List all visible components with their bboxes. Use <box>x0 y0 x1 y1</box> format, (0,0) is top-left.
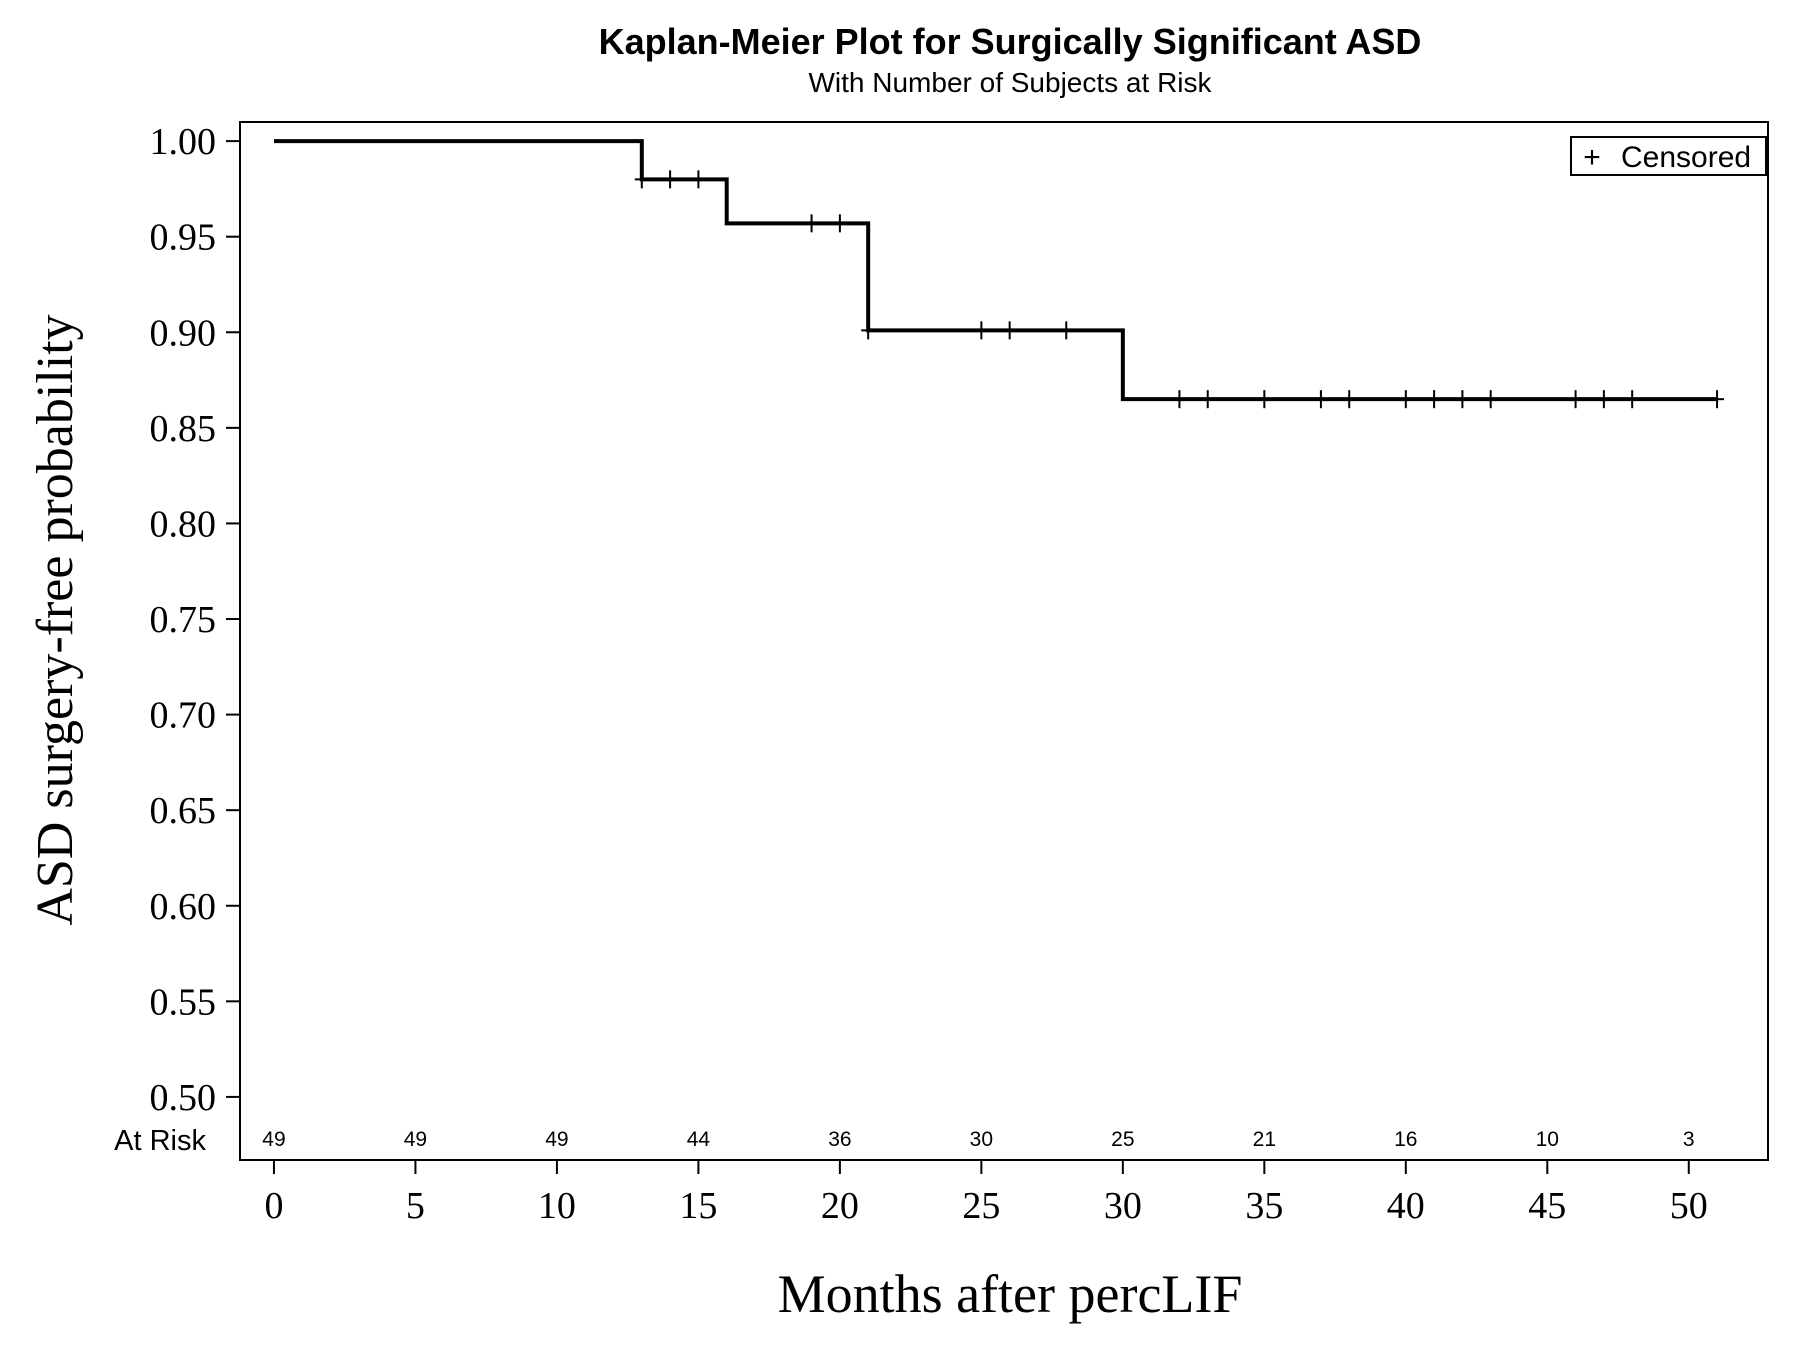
survival-curve <box>273 139 1718 402</box>
censor-mark <box>832 214 847 233</box>
at-risk-count: 21 <box>1253 1128 1276 1151</box>
y-tick-label: 0.90 <box>150 312 217 354</box>
censor-mark <box>1483 390 1498 409</box>
censor-mark <box>974 321 989 340</box>
y-tick-label: 0.60 <box>150 886 217 928</box>
x-tick-label: 30 <box>1104 1185 1142 1227</box>
censor-mark <box>1342 390 1357 409</box>
x-tick-label: 40 <box>1387 1185 1425 1227</box>
chart-subtitle: With Number of Subjects at Risk <box>808 67 1212 98</box>
censor-mark <box>1313 390 1328 409</box>
censor-mark <box>1455 390 1470 409</box>
x-tick-label: 10 <box>538 1185 576 1227</box>
x-tick-label: 5 <box>406 1185 425 1227</box>
at-risk-table: At Risk 49 49 49 44 36 30 25 21 16 10 3 <box>114 1125 1694 1157</box>
y-tick-label: 0.80 <box>150 503 217 545</box>
censor-mark <box>1710 390 1725 409</box>
censor-mark <box>634 170 649 189</box>
y-tick-label: 0.50 <box>150 1077 217 1119</box>
x-tick-label: 0 <box>264 1185 283 1227</box>
censor-mark <box>1625 390 1640 409</box>
at-risk-label: At Risk <box>114 1125 206 1157</box>
censor-mark <box>1398 390 1413 409</box>
at-risk-count: 49 <box>262 1128 285 1151</box>
legend-symbol: + <box>1583 141 1601 174</box>
x-tick-label: 25 <box>962 1185 1000 1227</box>
y-tick-label: 0.85 <box>150 408 217 450</box>
at-risk-count: 3 <box>1683 1128 1695 1151</box>
x-tick-label: 15 <box>679 1185 717 1227</box>
at-risk-count: 44 <box>687 1128 711 1151</box>
censor-mark <box>1427 390 1442 409</box>
censor-mark <box>861 321 876 340</box>
x-tick-label: 35 <box>1245 1185 1283 1227</box>
censor-marks <box>634 170 1725 409</box>
censor-mark <box>691 170 706 189</box>
y-tick-label: 1.00 <box>150 121 217 163</box>
y-tick-label: 0.75 <box>150 599 217 641</box>
censor-mark <box>1200 390 1215 409</box>
at-risk-count: 25 <box>1111 1128 1134 1151</box>
x-axis: 0 5 10 15 20 25 30 35 40 45 50 <box>264 1160 1708 1227</box>
y-axis: 1.00 0.95 0.90 0.85 0.80 0.75 0.70 0.65 0.60 0.55… <box>150 121 240 1119</box>
x-axis-label: Months after percLIF <box>778 1264 1243 1324</box>
censor-mark <box>1257 390 1272 409</box>
censor-mark <box>1059 321 1074 340</box>
y-tick-label: 0.70 <box>150 695 217 737</box>
x-tick-label: 50 <box>1670 1185 1708 1227</box>
censor-mark <box>663 170 678 189</box>
survival-series <box>273 139 1718 402</box>
y-tick-label: 0.95 <box>150 217 217 259</box>
at-risk-count: 36 <box>828 1128 851 1151</box>
chart-title: Kaplan-Meier Plot for Surgically Signifi… <box>599 21 1422 62</box>
censor-mark <box>1172 390 1187 409</box>
at-risk-count: 16 <box>1394 1128 1417 1151</box>
at-risk-count: 49 <box>404 1128 427 1151</box>
x-tick-label: 20 <box>821 1185 859 1227</box>
censor-mark <box>804 214 819 233</box>
censor-mark <box>1568 390 1583 409</box>
y-tick-label: 0.65 <box>150 790 217 832</box>
y-tick-label: 0.55 <box>150 981 217 1023</box>
at-risk-count: 10 <box>1536 1128 1559 1151</box>
legend: + Censored <box>1570 136 1767 176</box>
censor-mark <box>1596 390 1611 409</box>
legend-label: Censored <box>1621 141 1751 174</box>
plot-frame <box>239 121 1769 1161</box>
censor-mark <box>1002 321 1017 340</box>
legend-box <box>1570 136 1767 176</box>
y-axis-label: ASD surgery-free probability <box>27 314 84 925</box>
at-risk-count: 49 <box>545 1128 568 1151</box>
at-risk-count: 30 <box>970 1128 993 1151</box>
x-tick-label: 45 <box>1528 1185 1566 1227</box>
